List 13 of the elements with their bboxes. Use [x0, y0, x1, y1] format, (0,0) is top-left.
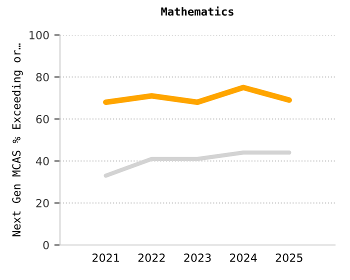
y-tick-label: 40: [36, 156, 49, 166]
y-tick-label: 0: [43, 240, 49, 250]
y-axis-title: Next Gen MCAS % Exceeding or…: [12, 43, 23, 236]
y-tick-label: 20: [36, 198, 49, 208]
x-tick-label: 2025: [276, 254, 302, 262]
x-tick-label: 2024: [230, 254, 257, 262]
y-tick-label: 100: [30, 30, 49, 40]
x-tick-label: 2022: [138, 254, 165, 262]
y-tick-label: 60: [36, 114, 49, 124]
x-tick-label: 2021: [92, 254, 119, 262]
x-tick-label: 2023: [184, 254, 211, 262]
chart-title: Mathematics: [161, 6, 234, 16]
y-tick-label: 80: [36, 72, 49, 82]
